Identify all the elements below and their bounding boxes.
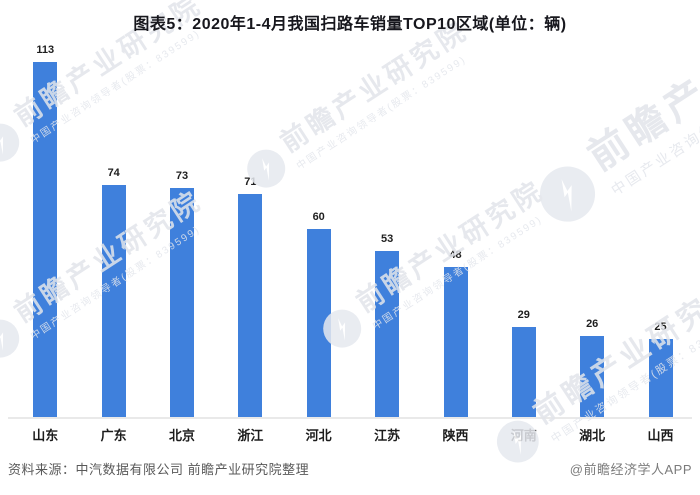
bar bbox=[648, 339, 673, 418]
bar-value-label: 60 bbox=[312, 211, 325, 223]
bar-value-label: 113 bbox=[36, 44, 55, 56]
plot-area: 113 山东 74 广东 73 北京 71 浙江 60 河北 53 江苏 48 陕西 29 河南 26 湖北 25 山… bbox=[32, 44, 673, 443]
bar bbox=[101, 185, 126, 418]
bar bbox=[375, 251, 400, 418]
bar-value-label: 29 bbox=[517, 309, 530, 321]
x-axis-label: 广东 bbox=[100, 428, 127, 443]
bar-value-label: 71 bbox=[244, 176, 257, 188]
bar bbox=[443, 267, 468, 418]
bar bbox=[306, 229, 331, 418]
bar bbox=[580, 336, 605, 418]
x-axis-label: 山东 bbox=[32, 428, 59, 443]
x-axis-line bbox=[8, 417, 692, 419]
bar-value-label: 26 bbox=[586, 318, 599, 330]
credit-note: @前瞻经济学人APP bbox=[569, 462, 692, 477]
bar bbox=[33, 62, 58, 418]
bar-value-label: 48 bbox=[449, 249, 462, 261]
x-axis-label: 河北 bbox=[305, 428, 332, 443]
x-axis-label: 湖北 bbox=[579, 428, 606, 443]
bar-value-label: 53 bbox=[380, 233, 394, 245]
bar bbox=[170, 188, 194, 418]
x-axis-label: 北京 bbox=[168, 428, 195, 443]
x-axis-label: 河南 bbox=[510, 428, 537, 443]
footer: 资料来源：中汽数据有限公司 前瞻产业研究院整理 @前瞻经济学人APP bbox=[8, 459, 692, 478]
x-axis-label: 山西 bbox=[647, 428, 674, 443]
bar bbox=[238, 194, 263, 418]
bar-value-label: 74 bbox=[107, 167, 120, 179]
source-note: 资料来源：中汽数据有限公司 前瞻产业研究院整理 bbox=[8, 462, 310, 477]
x-axis-label: 陕西 bbox=[442, 428, 469, 443]
chart-title: 图表5：2020年1-4月我国扫路车销量TOP10区域(单位：辆) bbox=[133, 16, 567, 33]
bar-value-label: 73 bbox=[175, 170, 189, 182]
x-axis-label: 江苏 bbox=[374, 428, 401, 443]
bar-value-label: 25 bbox=[654, 321, 667, 333]
x-axis-label: 浙江 bbox=[237, 428, 264, 443]
bar bbox=[511, 327, 536, 418]
